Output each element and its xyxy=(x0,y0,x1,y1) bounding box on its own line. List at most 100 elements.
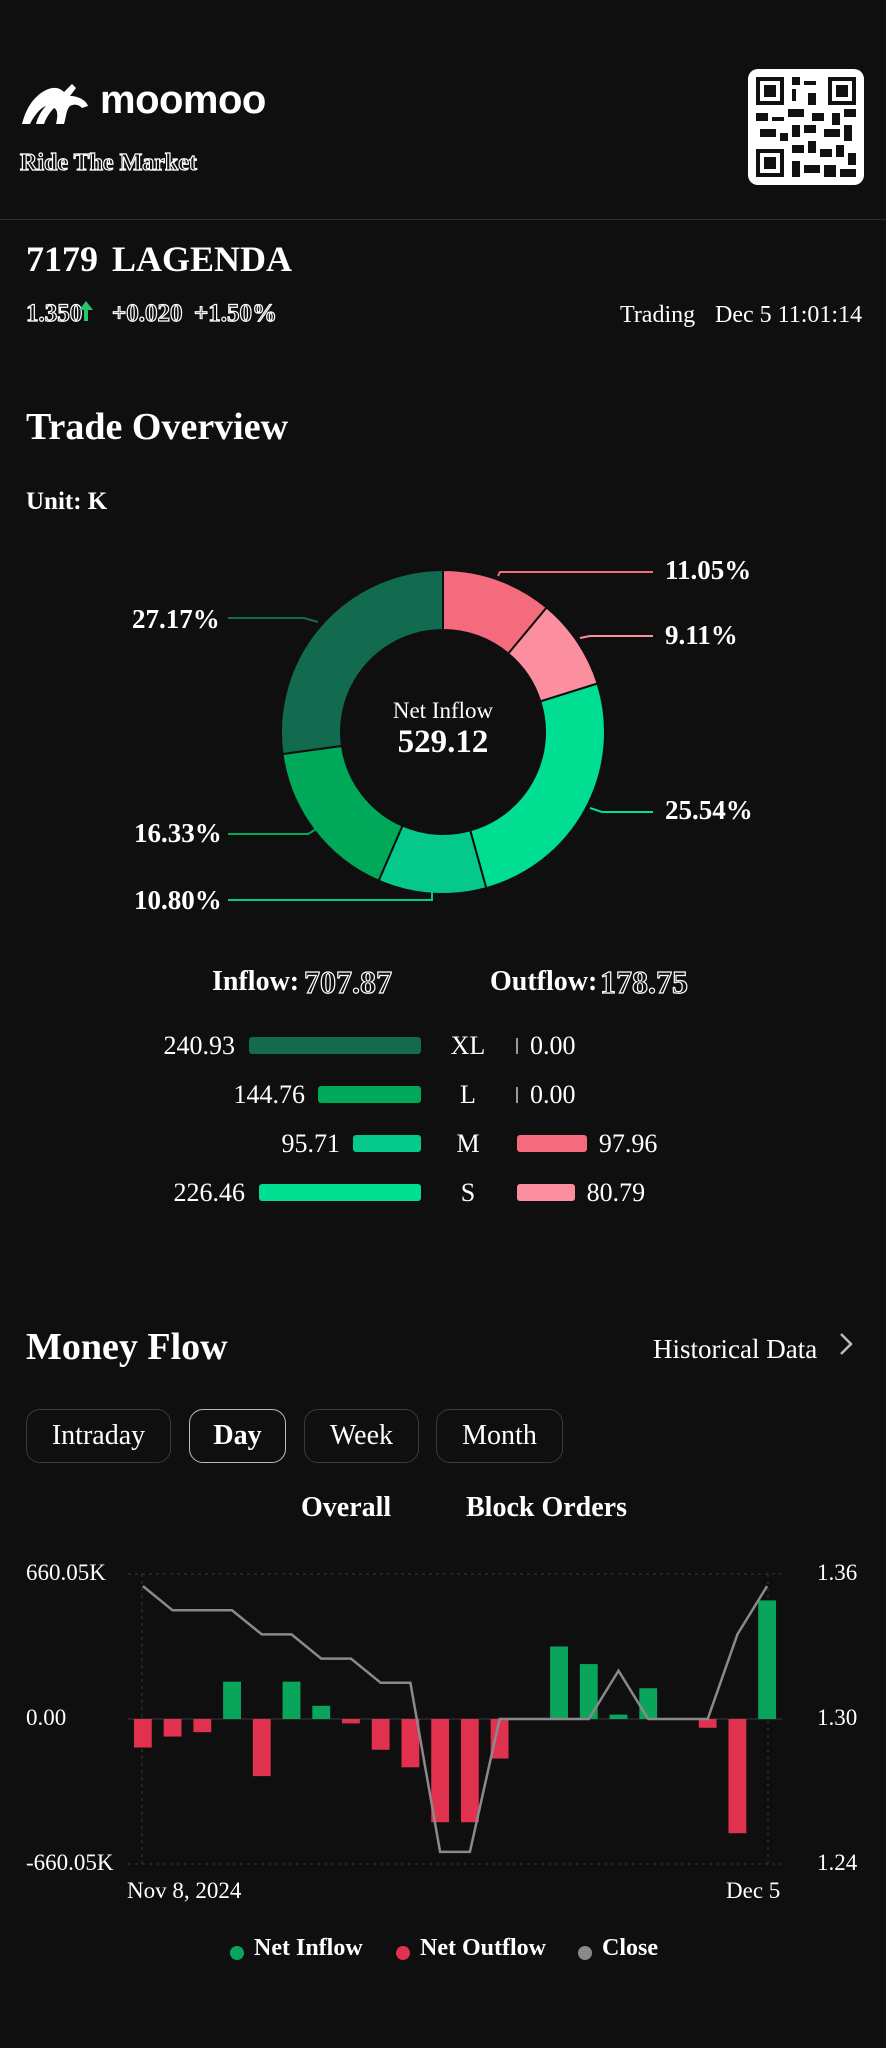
price-change: +0.020 xyxy=(111,299,183,327)
leader-line-in-l xyxy=(228,827,319,835)
x-start-label: Nov 8, 2024 xyxy=(127,1878,242,1903)
net-flow-bar xyxy=(342,1719,360,1724)
outflow-l-value: 0.00 xyxy=(530,1080,576,1109)
inflow-xl-bar xyxy=(249,1037,421,1054)
outflow-m-bar xyxy=(517,1135,587,1152)
net-flow-bar xyxy=(133,1719,152,1748)
subtab-block-orders[interactable]: Block Orders xyxy=(466,1492,627,1523)
net-flow-bar xyxy=(401,1719,420,1768)
net-flow-bar xyxy=(698,1719,717,1728)
inflow-s-value: 226.46 xyxy=(173,1178,246,1207)
leader-line-out-s xyxy=(579,635,653,639)
level-s-label: S xyxy=(460,1178,476,1207)
legend-net-outflow: Net Outflow xyxy=(420,1935,546,1961)
net-flow-bar xyxy=(758,1600,777,1719)
donut-slice-in-xl xyxy=(280,568,444,756)
inflow-m-value: 95.71 xyxy=(281,1129,341,1158)
arrow-up-icon xyxy=(78,300,94,328)
leader-line-out-xl xyxy=(497,571,653,577)
net-flow-bar xyxy=(163,1719,182,1737)
leader-line-in-xl xyxy=(228,617,319,623)
y-right-top-label: 1.36 xyxy=(817,1560,858,1585)
net-flow-bar xyxy=(223,1681,241,1719)
inflow-l-value: 144.76 xyxy=(233,1080,306,1109)
inflow-s-bar xyxy=(259,1184,421,1201)
outflow-s-bar xyxy=(517,1184,575,1201)
price-change-pct: +1.50% xyxy=(193,299,277,327)
slice-label-in-m: 10.80% xyxy=(134,885,222,915)
section-title-trade-overview: Trade Overview xyxy=(26,406,289,448)
net-flow-bar xyxy=(312,1705,331,1719)
subtab-overall[interactable]: Overall xyxy=(301,1492,392,1523)
net-inflow-donut-chart xyxy=(228,568,653,901)
tab-day[interactable]: Day xyxy=(189,1409,286,1463)
legend-close: Close xyxy=(602,1935,658,1961)
level-m-label: M xyxy=(456,1129,480,1158)
outflow-l-bar xyxy=(516,1087,518,1103)
net-flow-bar xyxy=(282,1681,301,1719)
net-flow-bar xyxy=(490,1719,509,1759)
inflow-total: 707.87 xyxy=(303,963,392,1000)
historical-data-link[interactable]: Historical Data xyxy=(653,1334,818,1364)
tab-month[interactable]: Month xyxy=(436,1409,563,1463)
y-left-mid-label: 0.00 xyxy=(26,1705,67,1730)
donut-center-value: 529.12 xyxy=(397,724,489,760)
net-flow-bar xyxy=(728,1719,747,1834)
inflow-m-bar xyxy=(352,1135,421,1152)
tagline: Ride The Market xyxy=(19,149,197,176)
slice-label-out-xl: 11.05% xyxy=(665,555,752,585)
section-title-money-flow: Money Flow xyxy=(26,1326,228,1368)
net-flow-bar xyxy=(371,1719,390,1750)
bull-icon xyxy=(20,78,90,133)
leader-line-in-s xyxy=(589,807,653,813)
outflow-total: 178.75 xyxy=(599,963,688,1000)
unit-label: Unit: K xyxy=(26,488,108,515)
qr-code-icon xyxy=(748,69,864,185)
donut-center-label: Net Inflow xyxy=(392,698,494,723)
y-right-mid-label: 1.30 xyxy=(817,1705,858,1730)
slice-label-out-s: 9.11% xyxy=(665,620,738,650)
inflow-label: Inflow: xyxy=(212,966,300,997)
donut-slice-in-l xyxy=(281,744,404,882)
net-flow-bar xyxy=(579,1664,598,1719)
app-header: moomoo Ride The Market xyxy=(0,0,886,220)
y-left-top-label: 660.05K xyxy=(26,1560,106,1585)
level-xl-label: XL xyxy=(450,1031,486,1060)
net-flow-bar xyxy=(193,1719,212,1733)
net-flow-bar xyxy=(550,1646,568,1719)
level-l-label: L xyxy=(460,1080,476,1109)
stock-name: LAGENDA xyxy=(112,239,293,279)
outflow-xl-value: 0.00 xyxy=(530,1031,576,1060)
legend-dot-close xyxy=(578,1946,592,1960)
slice-label-in-s: 25.54% xyxy=(665,795,753,825)
y-right-bottom-label: 1.24 xyxy=(817,1850,858,1875)
donut-slice-in-s xyxy=(468,682,606,890)
chevron-right-icon[interactable] xyxy=(838,1330,854,1366)
x-end-label: Dec 5 xyxy=(726,1878,781,1903)
net-flow-bar xyxy=(460,1719,479,1823)
net-flow-bar xyxy=(252,1719,271,1777)
y-left-bottom-label: -660.05K xyxy=(26,1850,114,1875)
outflow-xl-bar xyxy=(516,1038,518,1054)
net-flow-bar xyxy=(639,1688,658,1719)
inflow-l-bar xyxy=(317,1086,421,1103)
stock-code: 7179 xyxy=(26,239,98,279)
outflow-m-value: 97.96 xyxy=(598,1129,658,1158)
market-status: Trading xyxy=(620,302,696,328)
quote-time: Dec 5 11:01:14 xyxy=(715,302,863,328)
inflow-xl-value: 240.93 xyxy=(163,1031,236,1060)
net-flow-bar xyxy=(431,1719,450,1823)
tab-week[interactable]: Week xyxy=(304,1409,419,1463)
legend-dot-net-inflow xyxy=(230,1946,244,1960)
net-flow-bar xyxy=(609,1714,628,1719)
outflow-label: Outflow: xyxy=(490,966,598,997)
brand-name: moomoo xyxy=(100,78,266,122)
leader-line-in-m xyxy=(228,892,433,901)
stock-price: 1.350 xyxy=(25,299,83,327)
close-price-line xyxy=(142,1585,769,1854)
legend-net-inflow: Net Inflow xyxy=(254,1935,363,1961)
tab-intraday[interactable]: Intraday xyxy=(26,1409,171,1463)
money-flow-chart xyxy=(128,1573,782,1865)
slice-label-in-xl: 27.17% xyxy=(132,604,220,634)
legend-dot-net-outflow xyxy=(396,1946,410,1960)
